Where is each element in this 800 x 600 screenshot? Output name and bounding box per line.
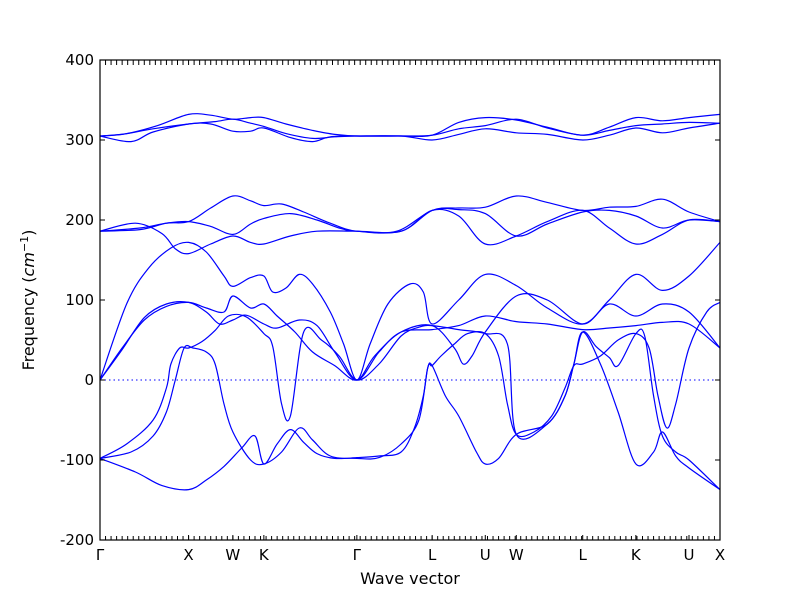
bands-layer xyxy=(99,113,721,491)
band-line-11 xyxy=(99,331,721,491)
x-tick-label: K xyxy=(631,546,642,564)
band-line-5 xyxy=(99,207,721,237)
x-tick-label: U xyxy=(480,546,491,564)
x-tick-label: X xyxy=(183,546,193,564)
x-tick-label: U xyxy=(684,546,695,564)
y-tick-label: 100 xyxy=(65,291,94,309)
x-minor-ticks xyxy=(99,60,721,540)
band-line-9 xyxy=(99,301,721,381)
y-tick-label: -100 xyxy=(60,451,94,469)
band-line-6 xyxy=(99,195,721,234)
x-tick-label: X xyxy=(715,546,725,564)
band-line-3 xyxy=(99,113,721,138)
y-tick-label: 200 xyxy=(65,211,94,229)
y-axis: -200 -100 0 100 200 300 400 xyxy=(60,51,720,549)
y-axis-label-unit-exponent: −1 xyxy=(18,236,31,252)
y-axis-label-unit: cm xyxy=(19,252,38,276)
x-tick-label: L xyxy=(428,546,437,564)
y-axis-label-unit-close: ) xyxy=(19,230,38,236)
x-axis-label: Wave vector xyxy=(360,569,460,588)
band-line-7 xyxy=(99,241,721,381)
y-axis-label-unit-open: ( xyxy=(19,276,38,282)
y-tick-label: 300 xyxy=(65,131,94,149)
x-tick-label: L xyxy=(579,546,588,564)
y-tick-label: 0 xyxy=(84,371,94,389)
y-axis-label: Frequency (cm−1) xyxy=(18,230,39,371)
y-axis-label-text: Frequency xyxy=(19,288,38,371)
band-line-10 xyxy=(99,313,721,491)
x-tick-label: K xyxy=(259,546,270,564)
band-line-12 xyxy=(99,301,721,466)
plot-frame xyxy=(99,59,721,541)
x-tick-label: W xyxy=(225,546,240,564)
x-tick-label: Γ xyxy=(353,546,362,564)
band-line-4 xyxy=(99,208,721,255)
y-tick-label: 400 xyxy=(65,51,94,69)
x-tick-label: Γ xyxy=(96,546,105,564)
x-tick-label: W xyxy=(509,546,524,564)
y-tick-label: -200 xyxy=(60,531,94,549)
band-line-1 xyxy=(99,122,721,143)
band-line-8 xyxy=(99,293,721,381)
